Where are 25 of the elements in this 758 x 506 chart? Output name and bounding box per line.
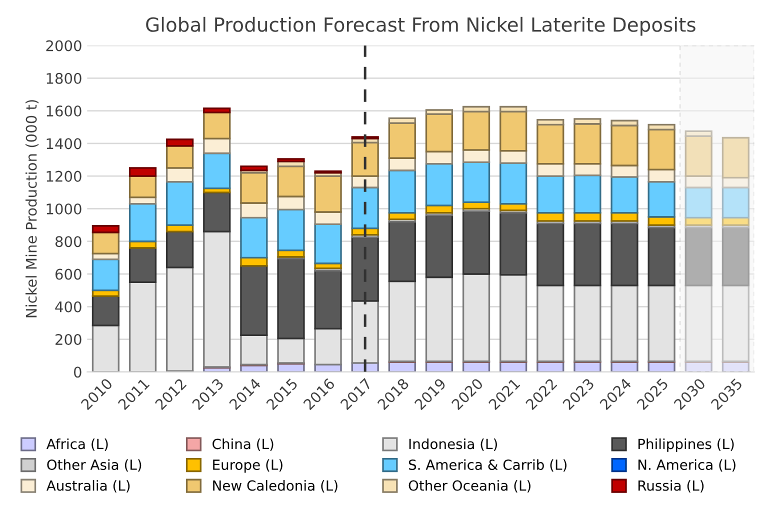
legend-label: Indonesia (L) (409, 438, 497, 451)
legend-label: Philippines (L) (638, 438, 734, 452)
y-tick-label: 2000 (46, 40, 82, 52)
y-tick-label: 400 (55, 301, 82, 312)
legend-label: Europe (L) (213, 459, 282, 473)
y-tick-label: 1400 (46, 138, 82, 150)
y-tick-label: 200 (56, 334, 82, 346)
y-tick-label: 1000 (46, 203, 82, 214)
y-tick-label: 600 (55, 268, 82, 280)
y-tick-label: 1600 (46, 106, 82, 117)
legend-label: New Caledonia (L) (213, 480, 338, 492)
y-axis-title: Nickel Mine Production (000 t) (26, 100, 39, 318)
legend-label: Africa (L) (46, 438, 108, 451)
y-tick-label: 1800 (46, 72, 82, 84)
legend-label: Other Asia (L) (47, 459, 142, 472)
legend-label: S. America & Carrib (L) (408, 459, 566, 472)
y-tick-label: 1200 (46, 170, 82, 182)
legend-label: Australia (L) (46, 480, 130, 492)
chart-title: Global Production Forecast From Nickel Laterite Deposits (146, 16, 696, 36)
legend-label: Other Oceania (L) (408, 480, 530, 492)
legend-label: Russia (L) (638, 480, 704, 492)
legend-label: N. America (L) (638, 459, 736, 472)
legend-label: China (L) (212, 438, 274, 451)
y-tick-label: 0 (74, 366, 82, 378)
y-tick-label: 800 (55, 236, 82, 248)
